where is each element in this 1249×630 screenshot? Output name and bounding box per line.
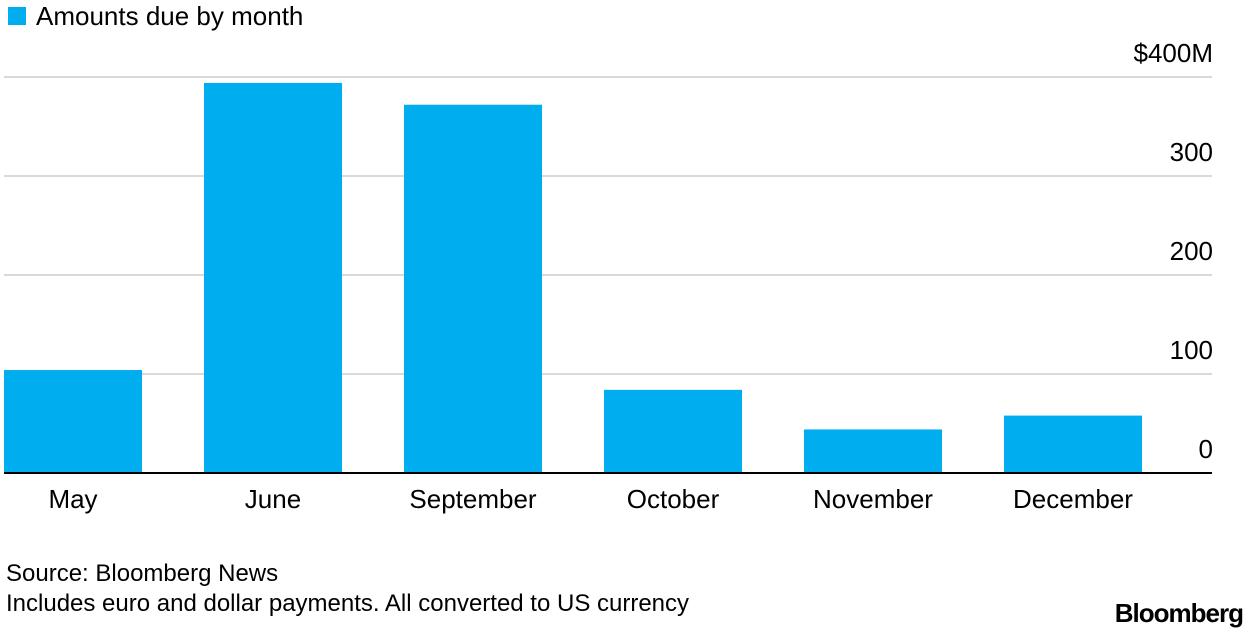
source-note: Source: Bloomberg News xyxy=(6,560,279,587)
x-tick-label: June xyxy=(245,484,301,514)
currency-note: Includes euro and dollar payments. All c… xyxy=(6,590,690,617)
y-axis-tick-labels: 0 100 200 300 $400M xyxy=(1134,38,1214,464)
legend: Amounts due by month xyxy=(8,0,304,31)
legend-swatch xyxy=(8,7,26,25)
y-tick-label: 0 xyxy=(1199,434,1213,464)
bloomberg-logo: Bloomberg xyxy=(1114,598,1244,628)
x-axis-tick-labels: May June September October November December xyxy=(48,484,1133,514)
legend-label: Amounts due by month xyxy=(36,0,304,31)
x-tick-label: September xyxy=(409,484,537,514)
y-tick-label: 200 xyxy=(1170,236,1213,266)
y-tick-label: $400M xyxy=(1134,38,1214,68)
x-tick-label: October xyxy=(627,484,720,514)
bar-october xyxy=(604,389,742,473)
bar-may xyxy=(4,370,142,473)
chart-footer: Source: Bloomberg News Includes euro and… xyxy=(6,559,689,619)
y-tick-label: 300 xyxy=(1170,137,1213,167)
x-tick-label: November xyxy=(813,484,933,514)
grid-lines xyxy=(4,76,1212,375)
bar-june xyxy=(204,82,342,473)
x-tick-label: December xyxy=(1013,484,1133,514)
x-tick-label: May xyxy=(48,484,97,514)
bars xyxy=(4,82,1142,473)
bar-november xyxy=(804,429,942,473)
y-tick-label: 100 xyxy=(1170,335,1213,365)
bar-december xyxy=(1004,415,1142,473)
bar-september xyxy=(404,104,542,473)
